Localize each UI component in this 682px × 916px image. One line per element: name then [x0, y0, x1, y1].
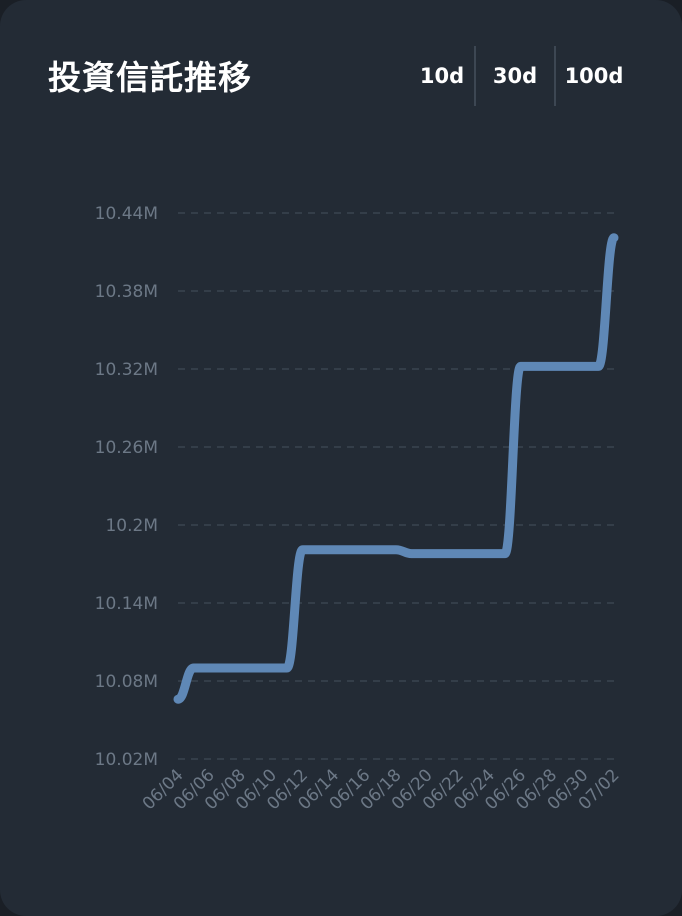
data-point — [221, 664, 229, 672]
data-point — [267, 664, 275, 672]
data-point — [252, 664, 260, 672]
y-tick-label: 10.38M — [95, 282, 158, 302]
data-point — [501, 550, 509, 558]
data-point — [283, 664, 291, 672]
data-point — [594, 362, 602, 370]
data-point — [454, 550, 462, 558]
data-point — [563, 362, 571, 370]
data-point — [485, 550, 493, 558]
data-point — [174, 695, 182, 703]
range-tab-10d[interactable]: 10d — [419, 64, 465, 88]
data-point — [610, 234, 618, 242]
data-point — [392, 546, 400, 554]
data-point — [579, 362, 587, 370]
data-point — [330, 546, 338, 554]
data-point — [548, 362, 556, 370]
range-tab-30d[interactable]: 30d — [492, 64, 538, 88]
y-tick-label: 10.14M — [95, 594, 158, 614]
range-tab-100d[interactable]: 100d — [564, 64, 624, 88]
tab-divider — [554, 46, 556, 106]
data-point — [439, 550, 447, 558]
y-tick-label: 10.02M — [95, 750, 158, 770]
data-point — [423, 550, 431, 558]
data-point — [345, 546, 353, 554]
data-point — [314, 546, 322, 554]
y-tick-label: 10.44M — [95, 204, 158, 224]
data-point — [408, 550, 416, 558]
range-selector: 10d 30d 100d — [410, 46, 632, 106]
data-point — [532, 362, 540, 370]
data-point — [470, 550, 478, 558]
data-point — [517, 362, 525, 370]
tab-divider — [474, 46, 476, 106]
data-point — [205, 664, 213, 672]
data-point — [361, 546, 369, 554]
data-point — [236, 664, 244, 672]
y-tick-label: 10.2M — [105, 516, 158, 536]
y-tick-label: 10.26M — [95, 438, 158, 458]
data-point — [190, 664, 198, 672]
data-point — [376, 546, 384, 554]
card-title: 投資信託推移 — [48, 58, 252, 97]
series-line — [173, 233, 619, 704]
y-tick-label: 10.32M — [95, 360, 158, 380]
y-tick-label: 10.08M — [95, 672, 158, 692]
data-point — [299, 546, 307, 554]
